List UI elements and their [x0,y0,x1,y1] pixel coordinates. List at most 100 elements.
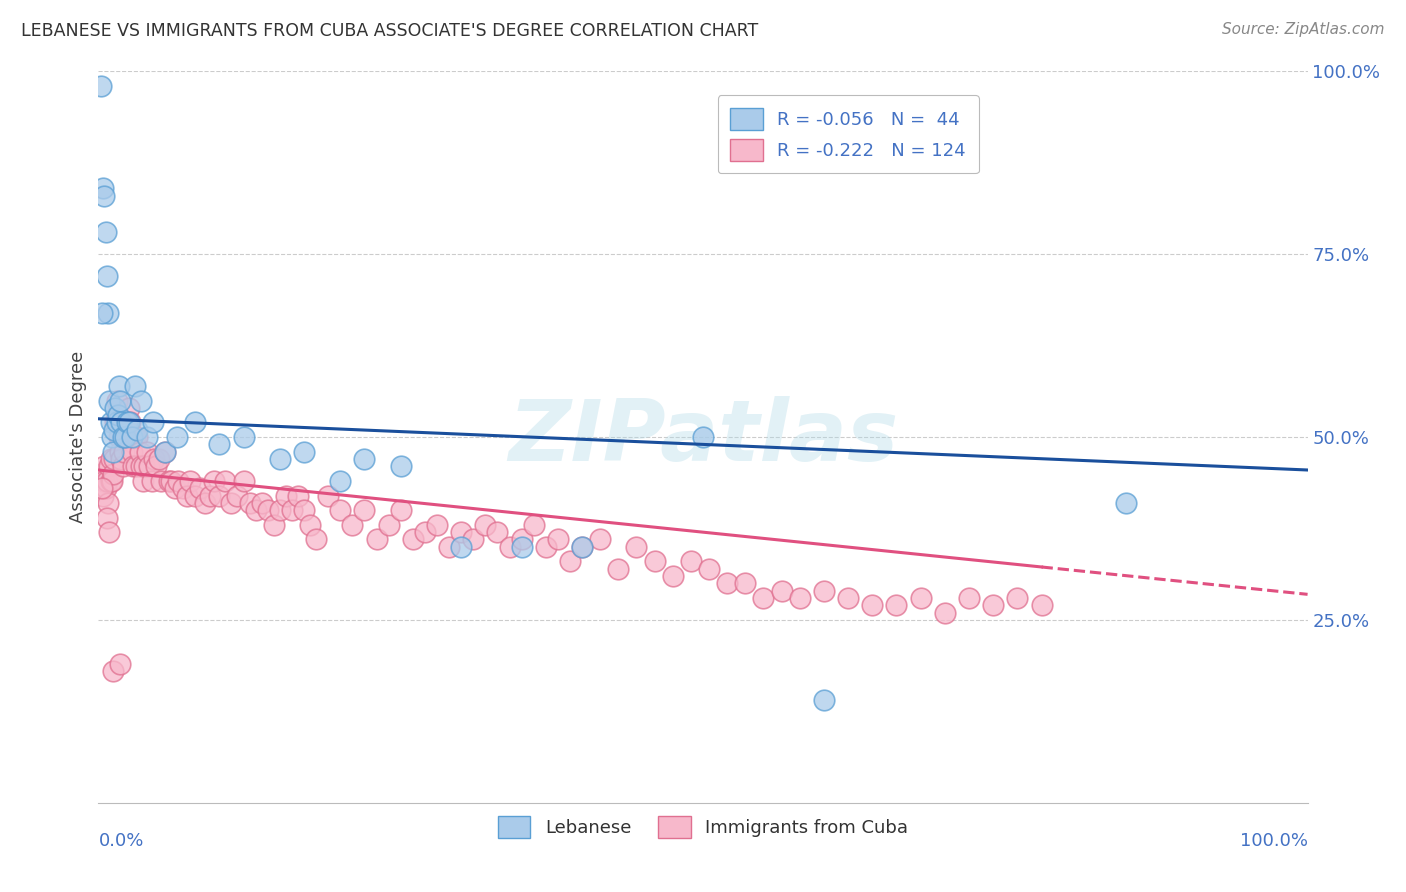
Text: 100.0%: 100.0% [1240,832,1308,850]
Point [886,599,908,613]
Point [143,452,166,467]
Point [232,430,254,444]
Point [105,393,128,408]
Point [93,459,115,474]
Point [510,540,533,554]
Point [571,540,593,554]
Point [734,576,756,591]
Point [413,525,436,540]
Point [353,503,375,517]
Point [108,393,131,408]
Point [389,503,412,517]
Point [129,459,152,474]
Point [287,489,309,503]
Point [208,489,231,503]
Point [132,474,155,488]
Point [523,517,546,532]
Point [100,474,122,488]
Point [90,78,112,93]
Point [716,576,738,591]
Point [679,554,702,568]
Point [813,583,835,598]
Point [626,540,648,554]
Point [145,459,167,474]
Point [558,554,581,568]
Point [292,444,315,458]
Point [105,416,128,430]
Point [121,444,143,458]
Point [101,467,124,481]
Point [463,533,485,547]
Point [91,481,114,495]
Point [96,474,118,488]
Point [93,188,115,202]
Point [91,481,114,495]
Point [366,533,388,547]
Point [104,416,127,430]
Point [256,503,278,517]
Point [571,540,593,554]
Point [957,591,980,605]
Point [127,423,149,437]
Point [607,562,630,576]
Point [208,437,231,451]
Point [96,269,118,284]
Point [141,474,163,488]
Point [245,503,267,517]
Y-axis label: Associate's Degree: Associate's Degree [69,351,87,524]
Point [837,591,859,605]
Point [194,496,217,510]
Point [176,489,198,503]
Point [115,430,138,444]
Point [299,517,322,532]
Point [934,606,956,620]
Legend: Lebanese, Immigrants from Cuba: Lebanese, Immigrants from Cuba [491,808,915,845]
Point [112,444,135,458]
Point [134,459,156,474]
Point [103,452,125,467]
Point [94,225,117,239]
Point [547,533,569,547]
Point [292,503,315,517]
Point [120,430,142,444]
Point [498,540,520,554]
Point [148,452,170,467]
Point [90,467,112,481]
Point [121,430,143,444]
Text: LEBANESE VS IMMIGRANTS FROM CUBA ASSOCIATE'S DEGREE CORRELATION CHART: LEBANESE VS IMMIGRANTS FROM CUBA ASSOCIA… [21,22,758,40]
Point [127,430,149,444]
Point [813,693,835,707]
Point [269,503,291,517]
Point [97,496,120,510]
Point [108,657,131,671]
Point [644,554,666,568]
Point [124,430,146,444]
Point [692,430,714,444]
Point [100,416,122,430]
Point [91,489,114,503]
Point [93,474,115,488]
Point [114,430,136,444]
Point [329,474,352,488]
Point [437,540,460,554]
Point [110,416,132,430]
Point [198,489,221,503]
Point [108,430,131,444]
Point [117,416,139,430]
Point [1031,599,1053,613]
Point [450,525,472,540]
Point [226,489,249,503]
Point [105,408,128,422]
Point [91,181,114,195]
Point [142,416,165,430]
Point [110,452,132,467]
Point [167,474,190,488]
Point [184,416,207,430]
Point [389,459,412,474]
Point [150,474,173,488]
Point [188,481,211,495]
Point [124,379,146,393]
Point [97,306,120,320]
Point [981,599,1004,613]
Point [281,503,304,517]
